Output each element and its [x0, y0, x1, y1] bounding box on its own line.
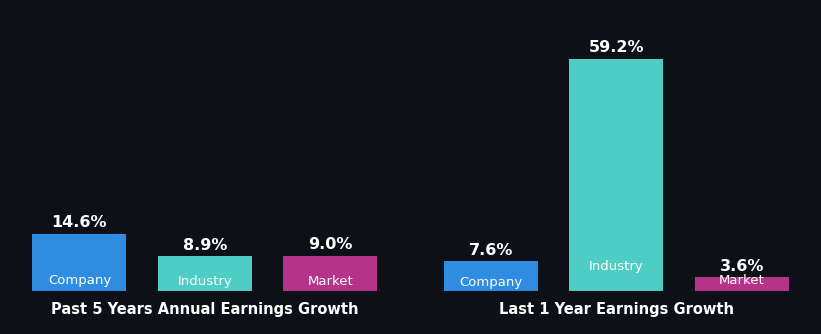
X-axis label: Last 1 Year Earnings Growth: Last 1 Year Earnings Growth	[498, 302, 734, 317]
Text: 9.0%: 9.0%	[308, 237, 352, 253]
Text: 8.9%: 8.9%	[183, 238, 227, 253]
Text: Company: Company	[48, 274, 111, 287]
Text: Industry: Industry	[589, 260, 644, 273]
Text: Market: Market	[308, 276, 353, 288]
Bar	[695, 277, 789, 291]
Text: 59.2%: 59.2%	[589, 40, 644, 55]
Bar	[32, 234, 126, 291]
Text: Company: Company	[459, 276, 522, 289]
Bar	[283, 256, 378, 291]
Bar	[158, 256, 252, 291]
Text: 3.6%: 3.6%	[719, 259, 764, 274]
Text: Market: Market	[718, 274, 764, 287]
Bar	[569, 58, 663, 291]
Bar	[443, 261, 538, 291]
X-axis label: Past 5 Years Annual Earnings Growth: Past 5 Years Annual Earnings Growth	[51, 302, 359, 317]
Text: 14.6%: 14.6%	[52, 215, 108, 230]
Text: 7.6%: 7.6%	[469, 243, 513, 258]
Text: Industry: Industry	[177, 276, 232, 289]
